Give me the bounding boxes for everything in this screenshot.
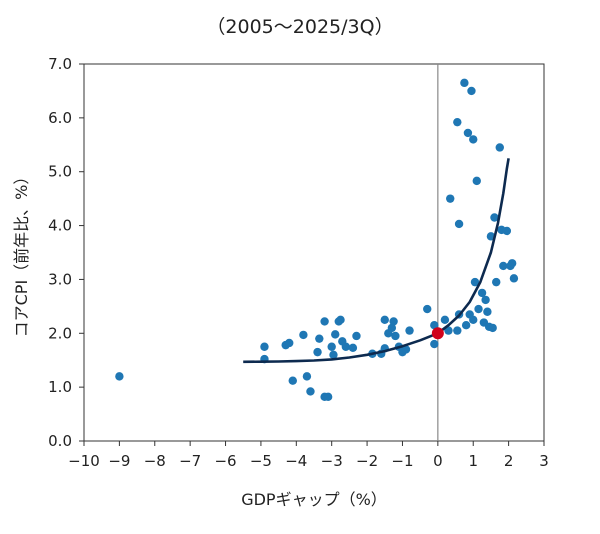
- curve-group: [243, 158, 510, 364]
- y-tick-label: 5.0: [48, 163, 72, 181]
- data-point: [306, 387, 315, 396]
- data-point: [405, 326, 414, 335]
- data-point: [260, 342, 269, 351]
- y-tick-label: 6.0: [48, 109, 72, 127]
- data-point: [453, 326, 462, 335]
- data-point: [329, 350, 338, 360]
- ticks-group: −10 −9 −8 −7 −6 −5 −4 −3 −2 −1 0 1 2 30.01.02.03.04.0…: [48, 55, 549, 470]
- x-tick-label: 2: [504, 452, 514, 470]
- data-point: [323, 392, 333, 402]
- data-point: [474, 304, 483, 314]
- data-point: [440, 315, 450, 325]
- x-tick-label: −10: [68, 452, 100, 470]
- data-point: [490, 213, 499, 222]
- data-point: [430, 321, 439, 330]
- points-group: [115, 78, 519, 402]
- data-point: [477, 288, 487, 298]
- data-point: [315, 334, 324, 343]
- y-tick-label: 1.0: [48, 378, 72, 396]
- x-tick-label: 0: [433, 452, 443, 470]
- y-axis-title: コアCPI（前年比、%）: [12, 169, 31, 338]
- data-point: [341, 342, 351, 351]
- x-tick-label: 3: [539, 452, 549, 470]
- data-point: [327, 342, 336, 351]
- data-point: [313, 347, 322, 357]
- data-point: [389, 317, 398, 326]
- y-tick-label: 2.0: [48, 324, 72, 342]
- data-point: [469, 135, 478, 144]
- data-point: [483, 307, 492, 316]
- plot-frame: [83, 63, 545, 442]
- y-tick-label: 0.0: [48, 432, 72, 450]
- data-point: [288, 376, 297, 385]
- data-point: [481, 295, 490, 305]
- x-tick-label: −4: [285, 452, 307, 470]
- chart-title: （2005～2025/3Q）: [206, 16, 393, 38]
- data-point: [470, 277, 480, 287]
- data-point: [302, 372, 312, 381]
- data-point: [467, 86, 476, 96]
- y-tick-label: 4.0: [48, 217, 72, 235]
- x-tick-label: −5: [250, 452, 272, 470]
- data-point: [495, 143, 504, 152]
- x-tick-label: −9: [108, 452, 130, 470]
- x-tick-label: −7: [179, 452, 201, 470]
- x-tick-label: −8: [144, 452, 166, 470]
- data-point: [446, 194, 455, 203]
- data-point: [461, 321, 471, 330]
- data-point: [380, 315, 389, 325]
- y-tick-label: 7.0: [48, 55, 72, 73]
- x-tick-label: −1: [391, 452, 413, 470]
- data-point: [463, 128, 473, 138]
- data-point: [348, 343, 358, 353]
- data-point: [331, 330, 340, 339]
- data-point: [507, 259, 517, 268]
- y-tick-label: 3.0: [48, 270, 72, 288]
- data-point: [454, 219, 464, 229]
- x-tick-label: −6: [214, 452, 236, 470]
- data-point: [299, 330, 308, 340]
- data-point: [502, 226, 512, 236]
- data-point: [387, 323, 397, 333]
- data-point: [423, 304, 432, 314]
- data-point: [488, 323, 497, 333]
- data-point: [115, 372, 124, 381]
- data-point: [509, 274, 519, 283]
- data-point: [285, 338, 294, 348]
- data-point: [336, 315, 345, 325]
- data-point: [499, 261, 508, 271]
- highlight-group: [431, 327, 444, 340]
- x-tick-label: −3: [321, 452, 343, 470]
- data-point: [472, 176, 481, 186]
- fit-curve: [243, 158, 510, 364]
- data-point: [320, 317, 329, 326]
- highlight-point: [431, 327, 444, 340]
- data-point: [469, 315, 478, 325]
- plot-frame-group: [83, 63, 545, 442]
- data-point: [453, 117, 462, 127]
- x-tick-label: 1: [468, 452, 478, 470]
- data-point: [492, 277, 501, 287]
- data-point: [391, 331, 400, 341]
- data-point: [430, 339, 439, 349]
- data-point: [444, 326, 453, 335]
- data-point: [352, 331, 361, 341]
- x-tick-label: −2: [356, 452, 378, 470]
- x-axis-title: GDPギャップ（%）: [241, 490, 387, 509]
- data-point: [460, 78, 469, 88]
- data-point: [401, 345, 411, 354]
